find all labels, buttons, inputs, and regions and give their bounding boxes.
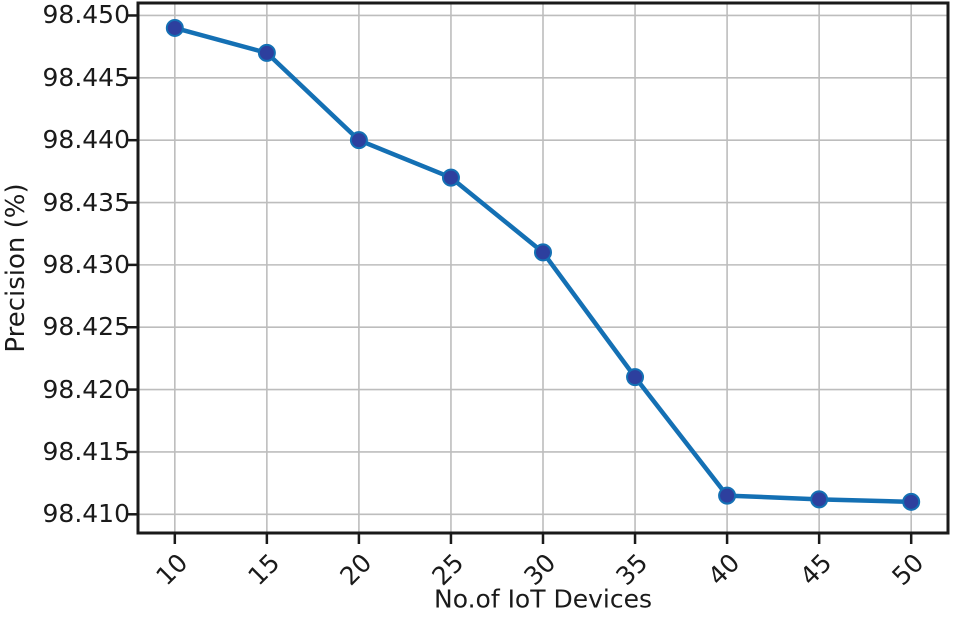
y-tick-label: 98.450: [42, 0, 130, 30]
data-point-marker: [257, 43, 276, 62]
y-tick-label: 98.440: [42, 125, 130, 155]
data-point-marker: [534, 243, 552, 262]
y-tick-label: 98.445: [42, 62, 130, 92]
y-tick-label: 98.420: [42, 374, 130, 404]
data-point-marker: [626, 368, 645, 387]
data-point-marker: [165, 18, 184, 37]
y-tick-label: 98.410: [42, 499, 130, 529]
y-tick-label: 98.415: [42, 436, 130, 466]
plot-border: [136, 1, 950, 535]
y-tick-label: 98.430: [42, 249, 130, 279]
data-point-marker: [441, 168, 460, 187]
data-point-marker: [902, 492, 921, 511]
y-tick-label: 98.435: [42, 187, 130, 217]
y-tick-label: 98.425: [42, 312, 130, 342]
data-point-marker: [718, 486, 737, 505]
x-axis-title: No.of IoT Devices: [434, 584, 652, 614]
data-point-marker: [810, 490, 829, 509]
data-point-marker: [349, 131, 368, 150]
